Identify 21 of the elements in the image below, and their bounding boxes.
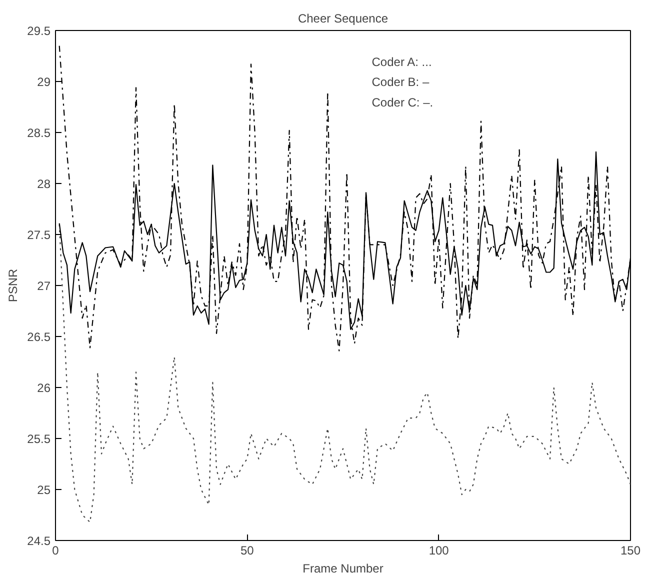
annotation: Coder A: ...	[372, 54, 432, 69]
y-tick-label: 26.5	[27, 330, 51, 344]
chart-title: Cheer Sequence	[298, 12, 388, 26]
y-tick-label: 27	[37, 279, 51, 293]
x-axis-title: Frame Number	[302, 562, 384, 576]
y-axis-title: PSNR	[6, 268, 20, 302]
y-tick-label: 29	[37, 75, 51, 89]
y-tick-label: 27.5	[27, 228, 51, 242]
x-tick-label: 0	[52, 544, 60, 558]
x-tick-label: 100	[428, 544, 450, 558]
x-tick-label: 150	[620, 544, 641, 558]
annotation: Coder B: –	[372, 75, 430, 90]
annotation: Coder C: –.	[372, 96, 434, 110]
y-tick-label: 25.5	[27, 432, 51, 446]
x-tick-label: 50	[240, 544, 254, 558]
y-tick-label: 26	[37, 381, 51, 395]
y-tick-label: 28	[37, 177, 51, 191]
y-tick-label: 25	[37, 483, 51, 497]
y-tick-label: 28.5	[27, 126, 51, 140]
y-tick-label: 24.5	[27, 534, 51, 548]
y-tick-label: 29.5	[27, 24, 51, 38]
